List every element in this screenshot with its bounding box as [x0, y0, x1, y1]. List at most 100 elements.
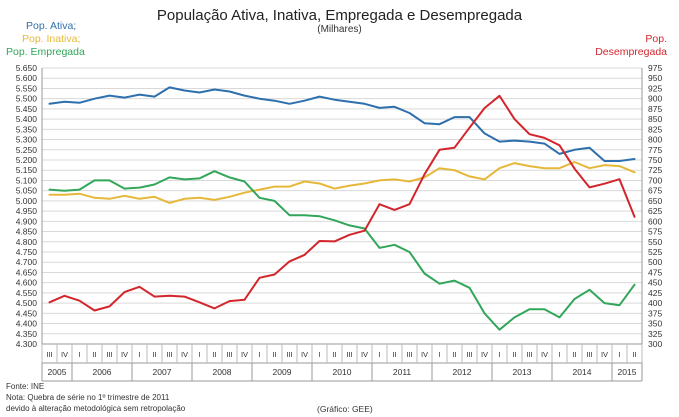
quarter-label: III: [46, 350, 52, 359]
quarter-label: IV: [61, 350, 68, 359]
left-tick-label: 5.150: [16, 165, 38, 175]
right-tick-label: 350: [648, 319, 662, 329]
quarter-label: I: [78, 350, 80, 359]
quarter-label: IV: [541, 350, 548, 359]
gridlines: [41, 67, 643, 345]
right-tick-label: 925: [648, 83, 662, 93]
quarter-label: II: [332, 350, 336, 359]
left-tick-label: 4.850: [16, 227, 38, 237]
footnote-note: Nota: Quebra de série no 1º trimestre de…: [6, 393, 170, 402]
footnote-source: Fonte: INE: [6, 382, 45, 391]
right-tick-label: 550: [648, 237, 662, 247]
left-axis-ticks: 4.3004.3504.4004.4504.5004.5504.6004.650…: [16, 63, 38, 349]
left-tick-label: 4.350: [16, 329, 38, 339]
right-tick-label: 375: [648, 308, 662, 318]
year-label: 2006: [93, 367, 112, 377]
legend-pop-inativa: Pop. Inativa;: [22, 33, 81, 45]
right-tick-label: 775: [648, 145, 662, 155]
left-tick-label: 5.200: [16, 155, 38, 165]
quarter-label: I: [618, 350, 620, 359]
quarter-label: II: [572, 350, 576, 359]
left-tick-label: 4.300: [16, 339, 38, 349]
quarter-label: III: [286, 350, 292, 359]
left-tick-label: 4.700: [16, 257, 38, 267]
quarter-label: III: [586, 350, 592, 359]
quarter-label: I: [138, 350, 140, 359]
left-tick-label: 4.400: [16, 319, 38, 329]
left-tick-label: 5.500: [16, 94, 38, 104]
right-tick-label: 425: [648, 288, 662, 298]
quarter-label: II: [92, 350, 96, 359]
quarter-label: III: [166, 350, 172, 359]
quarter-label: III: [466, 350, 472, 359]
year-label: 2015: [618, 367, 637, 377]
quarter-label: IV: [301, 350, 308, 359]
left-tick-label: 4.750: [16, 247, 38, 257]
quarter-label: I: [318, 350, 320, 359]
series-line-pop-ativa: [48, 86, 636, 162]
quarter-label: III: [406, 350, 412, 359]
x-axis: III IV I II III IV I II III IV I II III IV I II III IV I II…: [41, 343, 643, 382]
right-tick-label: 400: [648, 298, 662, 308]
left-tick-label: 5.050: [16, 186, 38, 196]
year-label: 2014: [573, 367, 592, 377]
quarter-label: IV: [241, 350, 248, 359]
legend-pop-ativa: Pop. Ativa;: [26, 20, 77, 32]
year-label: 2009: [273, 367, 292, 377]
year-label: 2005: [48, 367, 67, 377]
right-tick-label: 300: [648, 339, 662, 349]
right-tick-label: 850: [648, 114, 662, 124]
quarter-label: II: [632, 350, 636, 359]
left-tick-label: 4.950: [16, 206, 38, 216]
quarter-label: IV: [601, 350, 608, 359]
right-tick-label: 450: [648, 278, 662, 288]
left-tick-label: 5.400: [16, 114, 38, 124]
quarter-label: I: [498, 350, 500, 359]
right-tick-label: 500: [648, 257, 662, 267]
right-tick-label: 700: [648, 175, 662, 185]
quarter-label: II: [152, 350, 156, 359]
quarter-label: I: [198, 350, 200, 359]
quarter-label: II: [512, 350, 516, 359]
quarter-label: II: [212, 350, 216, 359]
quarter-label: II: [452, 350, 456, 359]
left-tick-label: 5.600: [16, 73, 38, 83]
left-tick-label: 4.800: [16, 237, 38, 247]
right-tick-label: 875: [648, 104, 662, 114]
right-tick-label: 975: [648, 63, 662, 73]
quarter-label: IV: [361, 350, 368, 359]
year-label: 2012: [453, 367, 472, 377]
left-tick-label: 5.550: [16, 83, 38, 93]
left-tick-label: 4.450: [16, 308, 38, 318]
right-tick-label: 575: [648, 227, 662, 237]
quarter-label: I: [438, 350, 440, 359]
series-line-pop-inativa: [48, 161, 636, 204]
right-tick-label: 825: [648, 124, 662, 134]
right-tick-label: 800: [648, 135, 662, 145]
quarter-label: I: [378, 350, 380, 359]
quarter-label: III: [226, 350, 232, 359]
left-tick-label: 5.250: [16, 145, 38, 155]
right-axis-ticks: 3003253503754004254504755005255505756006…: [648, 63, 662, 349]
quarter-label: III: [526, 350, 532, 359]
right-tick-label: 475: [648, 267, 662, 277]
left-tick-label: 5.100: [16, 175, 38, 185]
quarter-label: IV: [121, 350, 128, 359]
series-line-pop-empregada: [48, 170, 636, 331]
left-tick-label: 5.450: [16, 104, 38, 114]
right-tick-label: 625: [648, 206, 662, 216]
left-tick-label: 4.900: [16, 216, 38, 226]
right-tick-label: 525: [648, 247, 662, 257]
right-tick-label: 325: [648, 329, 662, 339]
right-tick-label: 650: [648, 196, 662, 206]
chart-subtitle: (Milhares): [317, 24, 362, 35]
year-label: 2010: [333, 367, 352, 377]
left-tick-label: 5.650: [16, 63, 38, 73]
quarter-label: IV: [181, 350, 188, 359]
quarter-label: IV: [421, 350, 428, 359]
quarter-label: II: [392, 350, 396, 359]
series-lines: [48, 86, 636, 331]
left-tick-label: 5.350: [16, 124, 38, 134]
legend-pop-desempregada: Pop. Desempregada: [595, 33, 667, 58]
